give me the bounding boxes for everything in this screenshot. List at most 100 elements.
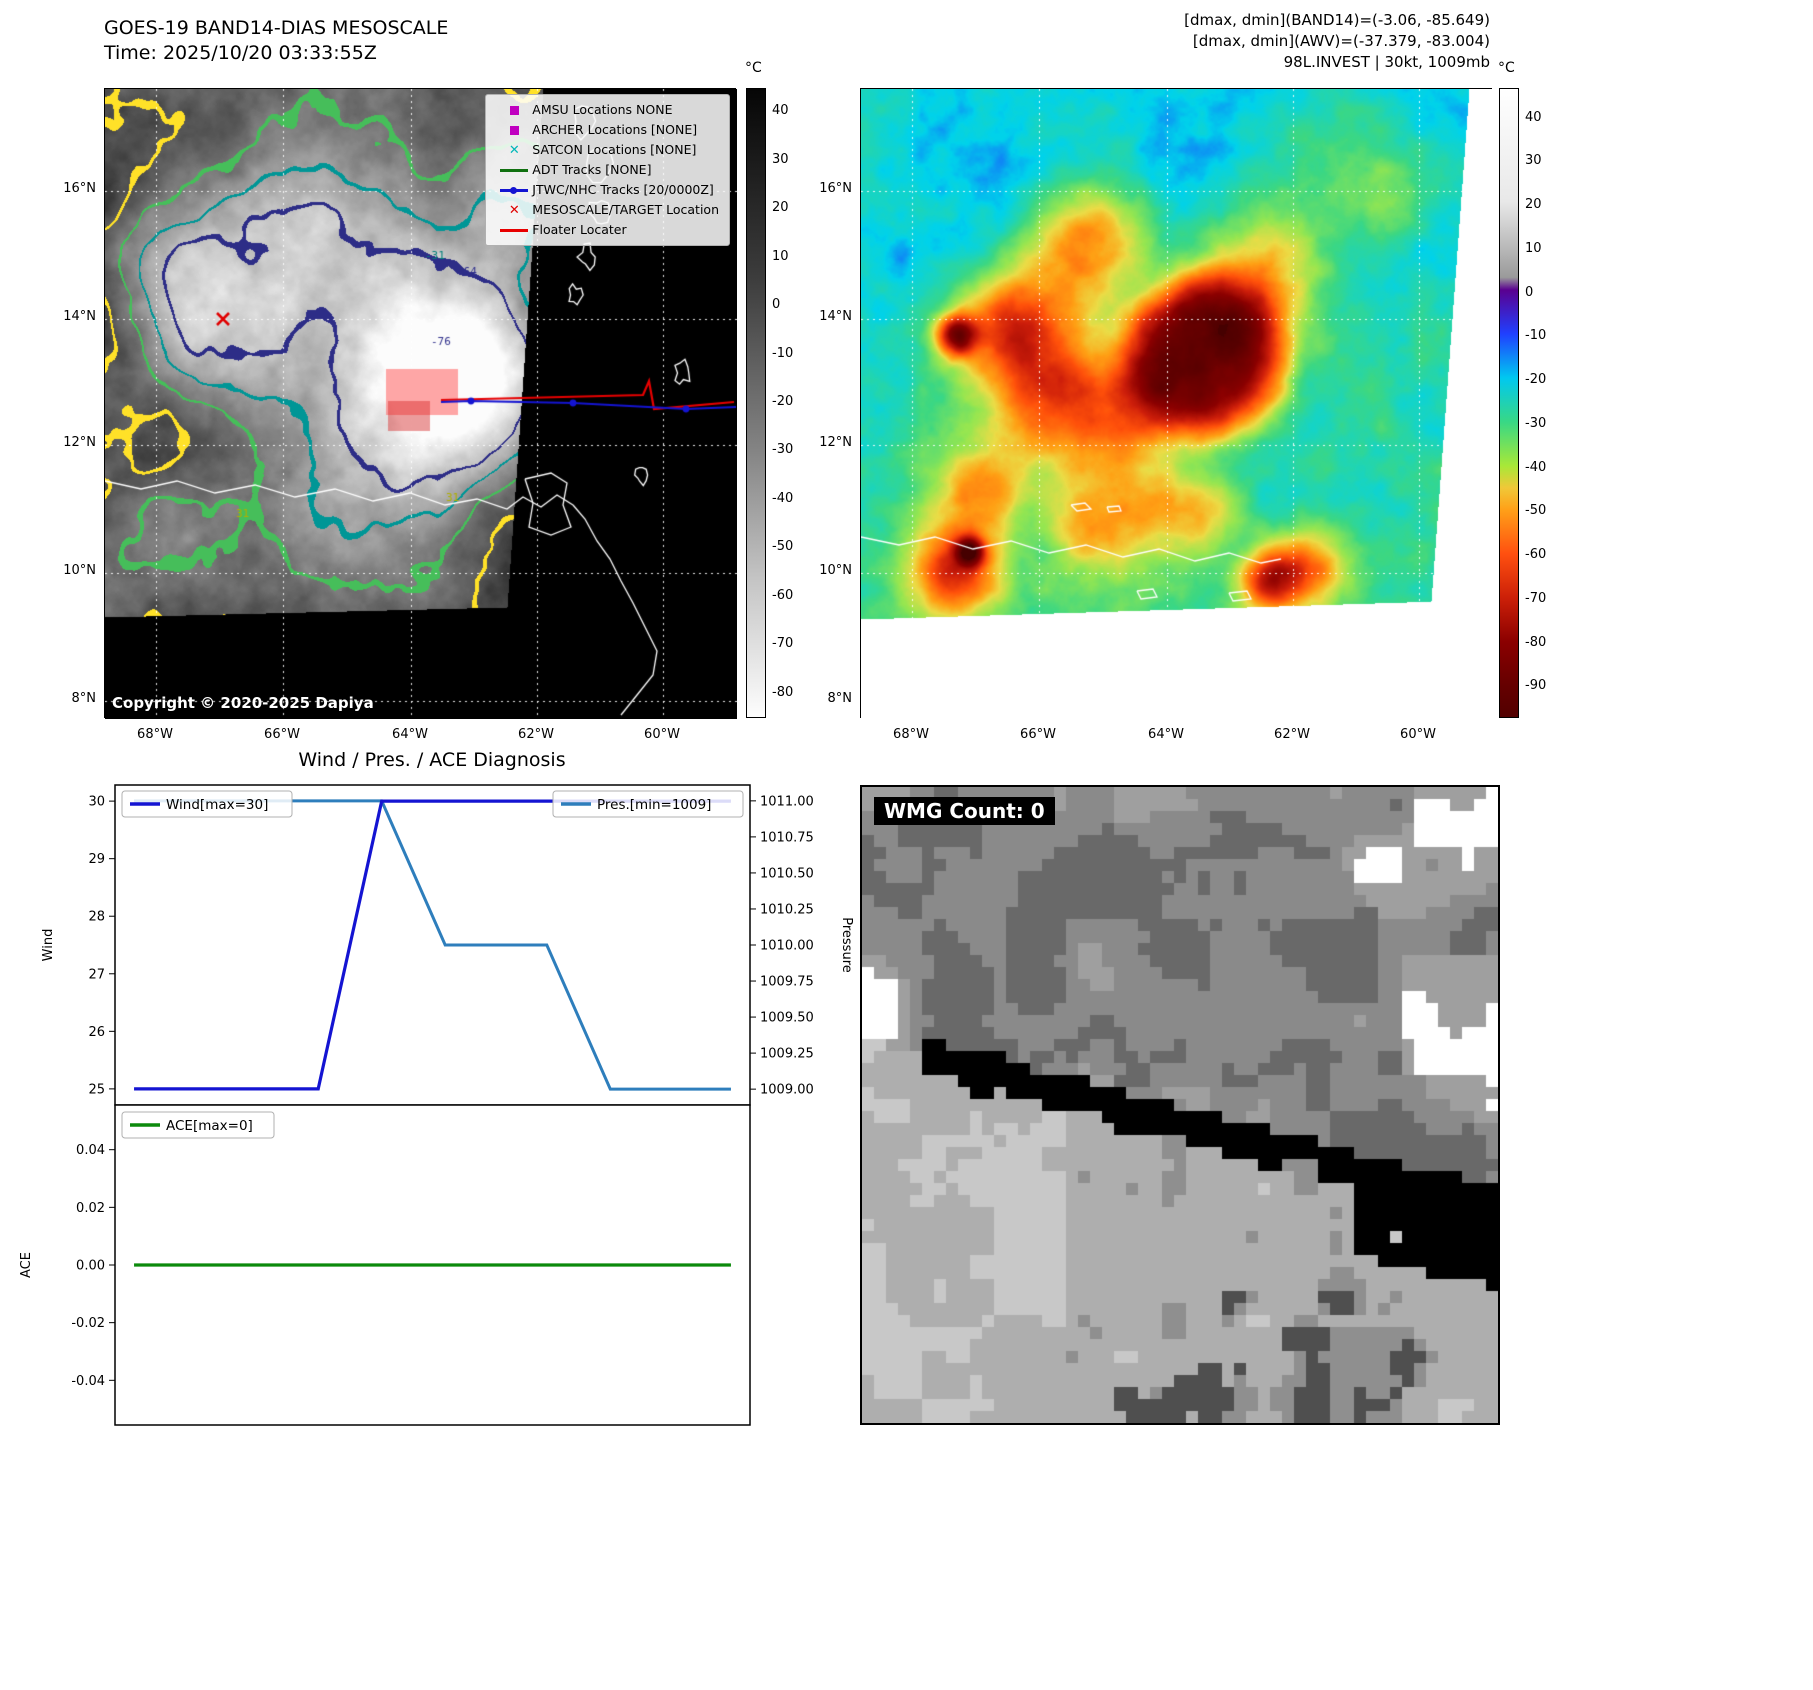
awv-lon-tick: 66°W (1020, 727, 1056, 742)
satcon-x-icon: ✕ (508, 142, 520, 158)
awv-colorbar-tick: -70 (1525, 590, 1547, 606)
awv-lon-tick: 62°W (1274, 727, 1310, 742)
copyright-text: Copyright © 2020-2025 Dapiya (112, 694, 374, 712)
band14-colorbar-tick: -20 (772, 394, 794, 409)
band14-colorbar-unit: °C (745, 60, 762, 76)
legend-item-label: MESOSCALE/TARGET Location (532, 202, 719, 217)
band14-colorbar-tick: 0 (772, 297, 781, 313)
ace-legend-box (121, 1111, 275, 1139)
band14-lon-tick: 64°W (392, 727, 428, 742)
wind-tick-label: 29 (88, 852, 105, 867)
legend-item-label: Floater Locater (532, 222, 627, 237)
awv-lat-tick: 10°N (819, 563, 852, 578)
pres-legend-label: Pres.[min=1009] (597, 797, 711, 813)
band14-timestamp: Time: 2025/10/20 03:33:55Z (104, 42, 377, 65)
legend-item: AMSU Locations NONE (496, 100, 719, 120)
pressure-line (134, 799, 731, 1091)
band14-lat-tick: 14°N (63, 309, 96, 324)
diagnosis-panel: Wind / Pres. / ACE Diagnosis 30 29 28 27 26 25… (19, 749, 854, 1426)
wind-axis-label: Wind (41, 929, 56, 962)
invest-status-text: 98L.INVEST | 30kt, 1009mb (1283, 53, 1490, 71)
wind-tick-label: 25 (88, 1082, 105, 1097)
legend-item: ✕ SATCON Locations [NONE] (496, 140, 719, 160)
band14-lat-tick: 16°N (63, 181, 96, 196)
band14-colorbar-tick: -80 (772, 684, 794, 700)
legend-item-label: AMSU Locations NONE (532, 102, 673, 117)
pressure-tick-label: 1011.00 (760, 794, 814, 809)
awv-colorbar-tick: -40 (1525, 459, 1547, 475)
awv-lat-tick: 14°N (819, 309, 852, 324)
dmax-dmin-band14-text: [dmax, dmin](BAND14)=(-3.06, -85.649) (1184, 11, 1490, 29)
wind-tick-label: 26 (88, 1025, 105, 1040)
pressure-tick-label: 1010.00 (760, 939, 814, 954)
awv-colorbar-tick: 10 (1525, 240, 1542, 256)
band14-title: GOES-19 BAND14-DIAS MESOSCALE (104, 17, 449, 39)
band14-lat-tick: 10°N (63, 563, 96, 578)
awv-colorbar-tick: -90 (1525, 678, 1547, 694)
archer-square-icon (496, 125, 532, 135)
awv-colorbar-tick: -30 (1525, 415, 1547, 431)
awv-header-block: [dmax, dmin](BAND14)=(-3.06, -85.649) [d… (1023, 10, 1490, 73)
awv-colorbar-tick: 40 (1525, 109, 1542, 125)
wind-tick-label: 27 (88, 967, 105, 982)
floater-line-icon (496, 228, 532, 232)
pressure-tick-label: 1010.50 (760, 866, 814, 881)
awv-lon-tick: 68°W (893, 727, 929, 742)
band14-map-panel: AMSU Locations NONE ARCHER Locations [NON… (104, 88, 737, 719)
pressure-tick-label: 1009.75 (760, 975, 814, 990)
wmg-canvas (862, 787, 1498, 1423)
ace-tick-label: 0.00 (76, 1259, 105, 1274)
band14-colorbar (746, 88, 766, 718)
band14-colorbar-tick: -60 (772, 587, 794, 603)
pressure-tick-label: 1009.50 (760, 1011, 814, 1026)
band14-colorbar-tick: 10 (772, 248, 789, 264)
diagnosis-title: Wind / Pres. / ACE Diagnosis (298, 749, 565, 771)
wind-tick-label: 30 (88, 795, 105, 810)
awv-colorbar-tick: -10 (1525, 328, 1547, 344)
ace-legend-label: ACE[max=0] (166, 1118, 253, 1134)
awv-lat-tick: 16°N (819, 181, 852, 196)
dmax-dmin-awv-text: [dmax, dmin](AWV)=(-37.379, -83.004) (1192, 32, 1490, 50)
legend-item-label: ADT Tracks [NONE] (532, 162, 652, 177)
wind-tick-label: 28 (88, 910, 105, 925)
awv-lat-tick: 8°N (827, 691, 853, 706)
band14-colorbar-tick: -50 (772, 539, 794, 555)
band14-lon-tick: 60°W (644, 727, 680, 742)
awv-colorbar-unit: °C (1498, 60, 1515, 76)
awv-colorbar-tick: -20 (1525, 372, 1547, 388)
wind-legend-label: Wind[max=30] (166, 797, 268, 813)
awv-lon-tick: 60°W (1400, 727, 1436, 742)
awv-map-canvas (861, 89, 1493, 719)
pressure-tick-label: 1010.25 (760, 902, 814, 917)
band14-colorbar-tick: -40 (772, 490, 794, 506)
band14-lat-tick: 8°N (71, 691, 97, 706)
band14-title-block: GOES-19 BAND14-DIAS MESOSCALE Time: 2025… (104, 16, 448, 66)
mesoscale-target-x-icon: ✕ (508, 202, 520, 218)
pressure-tick-label: 1009.00 (760, 1083, 814, 1098)
wind-legend-box (121, 790, 293, 818)
legend-item: ARCHER Locations [NONE] (496, 120, 719, 140)
legend-item: JTWC/NHC Tracks [20/0000Z] (496, 180, 719, 200)
adt-track-line-icon (496, 168, 532, 172)
ace-tick-label: -0.02 (71, 1316, 105, 1331)
awv-colorbar (1499, 88, 1519, 718)
wmg-panel: WMG Count: 0 (860, 785, 1500, 1425)
map-legend: AMSU Locations NONE ARCHER Locations [NON… (485, 94, 730, 246)
awv-map-panel (860, 88, 1493, 719)
band14-colorbar-tick: -70 (772, 636, 794, 652)
ace-tick-label: 0.04 (76, 1143, 105, 1158)
band14-lon-tick: 68°W (137, 727, 173, 742)
wmg-count-label: WMG Count: 0 (874, 797, 1055, 825)
band14-colorbar-tick: -10 (772, 345, 794, 361)
legend-item-label: ARCHER Locations [NONE] (532, 122, 698, 137)
legend-item: ✕ MESOSCALE/TARGET Location (496, 200, 719, 220)
awv-colorbar-tick: 30 (1525, 153, 1542, 169)
jtwc-track-line-icon (496, 186, 532, 194)
band14-colorbar-tick: 20 (772, 200, 789, 216)
amsu-square-icon (496, 105, 532, 115)
band14-colorbar-tick: -30 (772, 442, 794, 458)
legend-item: ADT Tracks [NONE] (496, 160, 719, 180)
band14-colorbar-tick: 30 (772, 151, 789, 167)
band14-lon-tick: 66°W (264, 727, 300, 742)
awv-colorbar-tick: 20 (1525, 197, 1542, 213)
